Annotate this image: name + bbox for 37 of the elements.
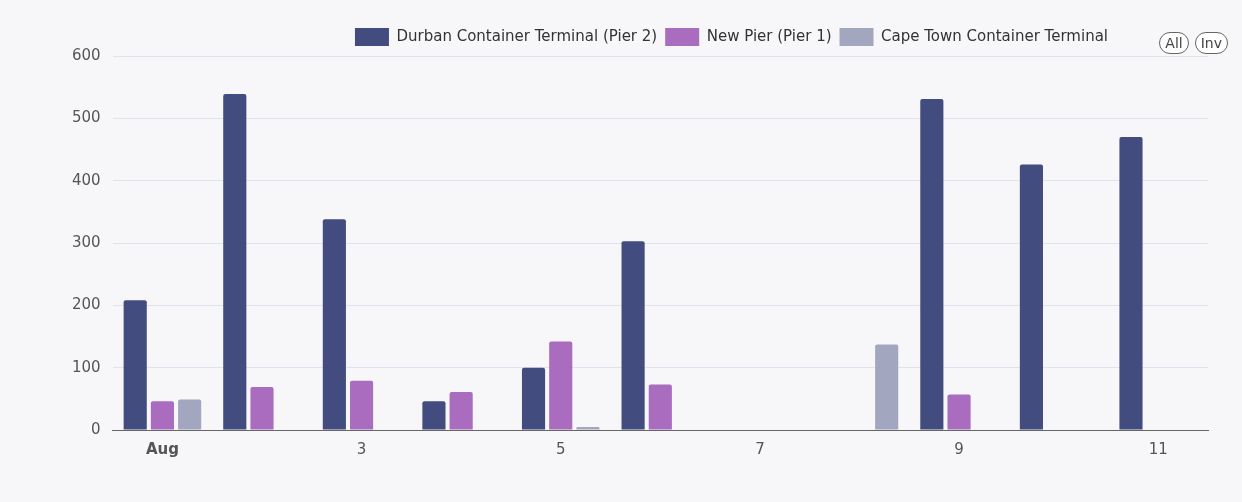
y-tick-label: 600 <box>71 45 101 64</box>
x-tick-label: 11 <box>1148 439 1168 458</box>
bar <box>521 367 546 430</box>
y-tick-label: 0 <box>91 419 101 438</box>
legend-label: Durban Container Terminal (Pier 2) <box>396 26 658 45</box>
bar <box>920 99 944 430</box>
bar <box>1119 137 1143 430</box>
bar <box>648 384 672 430</box>
y-tick-label: 400 <box>71 170 101 189</box>
bar <box>576 426 600 430</box>
y-tick-label: 500 <box>71 108 101 127</box>
bar <box>150 401 174 430</box>
y-tick-label: 200 <box>71 295 101 314</box>
bar <box>422 401 446 430</box>
legend-label: Cape Town Container Terminal <box>881 26 1109 45</box>
bar <box>250 386 274 430</box>
bar <box>223 94 247 430</box>
legend-label: New Pier (Pier 1) <box>706 26 832 45</box>
bar <box>875 344 899 430</box>
x-tick-label: 7 <box>755 439 765 458</box>
bar <box>449 391 473 430</box>
bar <box>123 300 147 430</box>
x-tick-label: Aug <box>145 439 179 458</box>
y-tick-label: 100 <box>71 357 101 376</box>
bar <box>621 241 645 430</box>
text: All <box>1159 32 1189 54</box>
bar <box>322 219 346 430</box>
y-tick-label: 300 <box>71 232 101 251</box>
bar <box>1019 164 1043 430</box>
bar <box>178 399 202 430</box>
x-tick-label: 9 <box>954 439 964 458</box>
bar <box>947 394 971 430</box>
bar <box>549 341 573 430</box>
x-tick-label: 3 <box>356 439 367 458</box>
x-tick-label: 5 <box>555 439 566 458</box>
bar <box>350 380 374 430</box>
text: Inv <box>1194 32 1228 54</box>
